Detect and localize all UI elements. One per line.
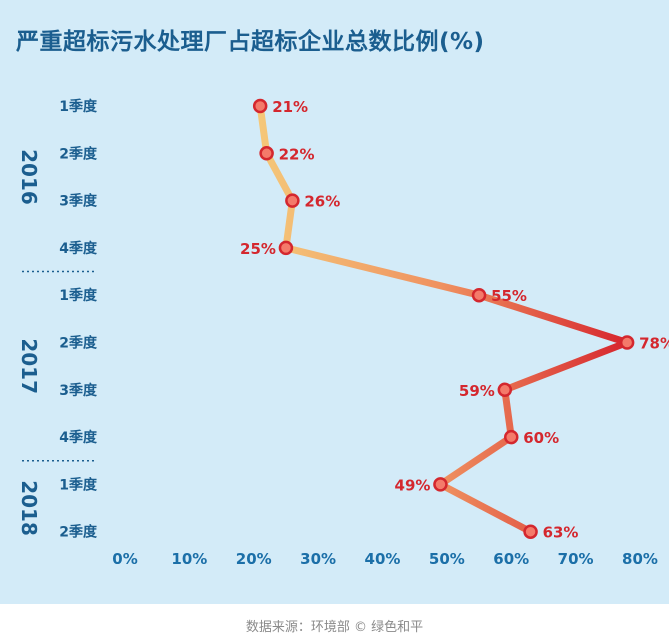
data-point [523,524,538,539]
data-point [471,287,487,303]
data-label: 55% [491,287,527,305]
series-line-segment [282,244,483,299]
x-tick-label: 30% [300,550,336,568]
data-label: 26% [304,193,340,211]
category-label: 3季度 [59,382,98,399]
category-label: 1季度 [59,98,98,115]
x-tick-label: 10% [171,550,207,568]
data-point [259,146,274,161]
data-label: 63% [543,524,579,542]
category-label: 4季度 [59,240,98,257]
x-tick-label: 40% [365,550,401,568]
x-tick-label: 70% [558,550,594,568]
chart-title: 严重超标污水处理厂占超标企业总数比例(%) [16,29,485,55]
category-label: 2季度 [59,145,98,162]
x-tick-label: 20% [236,550,272,568]
chart-card [0,0,669,604]
data-label: 60% [523,429,559,447]
category-label: 4季度 [59,429,98,446]
year-label: 2017 [17,338,41,394]
category-label: 3季度 [59,193,98,210]
category-label: 2季度 [59,524,98,541]
x-tick-label: 50% [429,550,465,568]
category-label: 1季度 [59,476,98,493]
data-label: 22% [279,145,315,163]
x-tick-label: 0% [112,550,137,568]
category-label: 2季度 [59,335,98,352]
x-tick-label: 60% [493,550,529,568]
data-label: 21% [272,98,308,116]
series-line-segment [256,102,271,157]
series-line-segment [263,149,296,205]
data-point [433,477,448,492]
data-label: 59% [459,382,495,400]
data-point [497,382,513,398]
year-label: 2016 [17,149,41,205]
series-line-segment [436,433,515,488]
category-label: 1季度 [59,287,98,304]
data-point [252,98,268,114]
data-label: 49% [395,476,431,494]
data-point [278,240,294,256]
year-label: 2018 [17,480,41,536]
data-label: 25% [240,240,276,258]
series-line-segment [501,339,631,394]
data-source-note: 数据来源：环境部 © 绿色和平 [245,620,424,635]
series-line-segment [501,386,515,441]
x-tick-label: 80% [622,550,658,568]
data-label: 78% [639,335,669,353]
data-point [285,193,300,208]
quarterly-ratio-chart: 21% 22% 26% 25% 55% 78% 59% 60% 49% 63% 1季度 2季度 3季度… [17,98,669,568]
data-point [619,335,635,350]
data-point [504,429,519,445]
series-line-segment [475,291,631,346]
series-line-segment [282,197,296,252]
series-line-segment [436,480,535,536]
